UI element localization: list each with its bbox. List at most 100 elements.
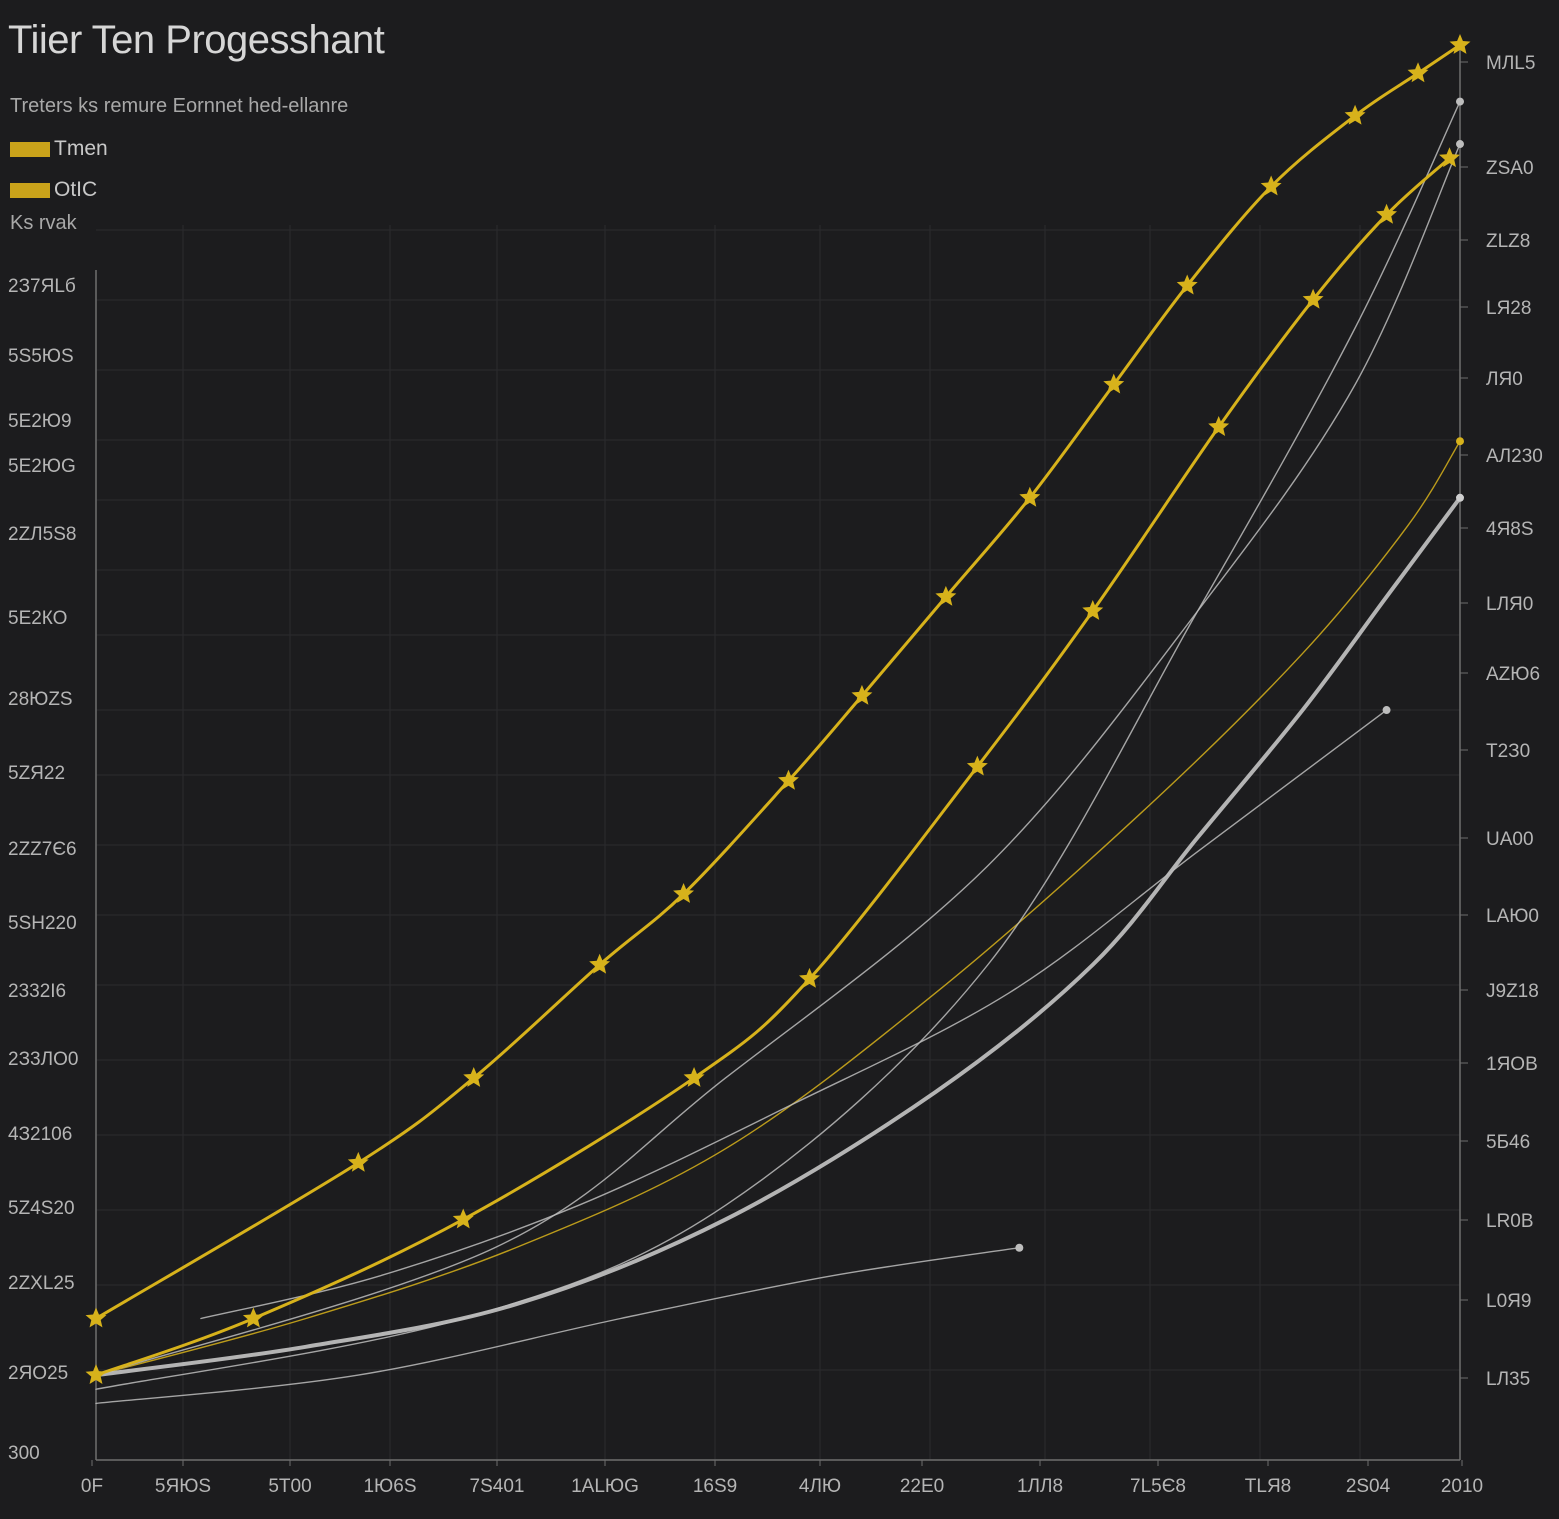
y-tick-label-left: 4З2106	[8, 1124, 72, 1145]
y-tick-label-right: LAЮ0	[1486, 906, 1539, 927]
y-tick-label-right: LЛЯ0	[1486, 594, 1533, 615]
legend: Tmen OtIC	[10, 135, 108, 217]
data-point	[1456, 97, 1464, 106]
x-tick-label: 4ЛЮ	[799, 1476, 841, 1497]
x-tick-label: 22Е0	[900, 1476, 944, 1497]
data-point	[1456, 140, 1464, 149]
legend-label: OtIC	[54, 178, 98, 201]
y-tick-label-right: LR0B	[1486, 1211, 1534, 1232]
x-tick-label: 1ALЮG	[571, 1476, 639, 1497]
data-point	[589, 953, 611, 974]
series-line	[94, 495, 1462, 1378]
y-tick-label-left: 5E2КО	[8, 608, 67, 629]
x-tick-label: 2010	[1441, 1476, 1483, 1497]
data-point	[1439, 147, 1460, 168]
legend-swatch	[10, 182, 50, 198]
data-point	[1015, 1243, 1024, 1252]
x-tick-label: TLЯ8	[1245, 1476, 1291, 1497]
y-tick-label-right: MЛL5	[1486, 53, 1535, 74]
data-point	[1376, 203, 1398, 224]
x-tick-label: 16S9	[693, 1476, 737, 1497]
y-tick-label-right: ZSA0	[1486, 158, 1534, 179]
data-point	[85, 1307, 107, 1328]
x-tick-label: 0F	[81, 1476, 103, 1497]
series-line	[200, 709, 1388, 1320]
series-line	[95, 440, 1461, 1376]
y-tick-label-left: 5Z4S20	[8, 1198, 75, 1219]
y-tick-label-left: 2ZZ7Є6	[8, 839, 77, 860]
y-tick-label-left: 28ЮZS	[8, 689, 73, 710]
data-point	[347, 1151, 369, 1172]
legend-label: Tmen	[54, 137, 108, 160]
data-point	[1260, 175, 1282, 196]
series-line	[95, 143, 1461, 1376]
data-point	[673, 883, 695, 903]
series-line	[95, 1247, 1021, 1405]
y-tick-label-left: 5E2Ю9	[8, 411, 72, 432]
data-point	[85, 1364, 107, 1384]
y-tick-label-right: 4Я8S	[1486, 519, 1534, 540]
y-tick-label-left: 2332I6	[8, 981, 66, 1002]
data-point	[1407, 62, 1429, 83]
y-tick-label-left: 2ZЛ5S8	[8, 524, 76, 545]
x-tick-label: 1Ю6S	[363, 1476, 416, 1497]
data-point	[1456, 493, 1464, 502]
y-tick-label-right: UA00	[1486, 829, 1534, 850]
data-point	[463, 1066, 485, 1087]
data-point	[1208, 416, 1230, 436]
data-point	[1302, 288, 1324, 309]
legend-swatch	[10, 141, 50, 157]
data-point	[851, 684, 873, 705]
data-point	[778, 769, 799, 790]
y-tick-label-left: 2З3ЛО0	[8, 1049, 78, 1070]
y-tick-label-right: LЛ35	[1486, 1369, 1530, 1390]
x-tick-label: 7S401	[470, 1476, 525, 1497]
data-point	[799, 967, 820, 988]
x-tick-label: 7L5Є8	[1130, 1476, 1186, 1497]
data-point	[1456, 437, 1464, 446]
y-tick-label-left: 2ZXL25	[8, 1273, 75, 1294]
legend-item: OtIC	[10, 176, 108, 204]
y-tick-label-right: 5Б46	[1486, 1132, 1530, 1153]
chart-title: Tiier Ten Progesshant	[8, 18, 385, 62]
y-tick-label-left: 5SH220	[8, 913, 77, 934]
y-tick-label-right: ЛЯ0	[1486, 369, 1523, 390]
y-tick-label-left: 5ZЯ22	[8, 763, 65, 784]
y-tick-label-right: AЛ230	[1486, 446, 1543, 467]
y-tick-label-left: 2ЯО25	[8, 1363, 68, 1384]
data-point	[242, 1307, 264, 1328]
y-tick-label-left: 2З7ЯLб	[8, 276, 76, 297]
y-tick-label-left: 5E2ЮG	[8, 456, 76, 477]
data-point	[1449, 34, 1471, 54]
data-point	[935, 585, 957, 606]
y-tick-label-left: 5S5ЮS	[8, 346, 74, 367]
y-tick-label-right: T2З0	[1486, 741, 1530, 762]
x-tick-label: 1ЛЛ8	[1017, 1476, 1063, 1497]
x-tick-label: 5ЯЮS	[155, 1476, 211, 1497]
y-tick-label-right: 1ЯОВ	[1486, 1054, 1538, 1075]
data-point	[1103, 373, 1125, 394]
series-line	[95, 100, 1461, 1390]
y-tick-label-left: 300	[8, 1443, 40, 1464]
data-point	[1344, 104, 1366, 125]
legend-item: Tmen	[10, 135, 108, 163]
series-line	[94, 43, 1462, 1320]
data-point	[1019, 486, 1041, 507]
x-tick-label: 5Т00	[268, 1476, 311, 1497]
y-tick-label-right: ZLZ8	[1486, 231, 1530, 252]
data-point	[966, 755, 988, 776]
y-axis-label: Ks rvak	[10, 212, 77, 234]
x-tick-label: 2S04	[1346, 1476, 1391, 1497]
data-point	[1176, 274, 1198, 295]
chart-subtitle: Treters ks remure Eornnet hed-ellanre	[10, 95, 349, 117]
data-point	[683, 1066, 705, 1087]
y-tick-label-right: LЯ28	[1486, 298, 1531, 319]
y-tick-label-right: L0Я9	[1486, 1291, 1531, 1312]
data-point	[452, 1208, 474, 1229]
y-tick-label-right: J9Z18	[1486, 981, 1539, 1002]
y-tick-label-right: AZЮ6	[1486, 664, 1540, 685]
data-point	[1082, 600, 1104, 620]
data-point	[1382, 706, 1391, 715]
